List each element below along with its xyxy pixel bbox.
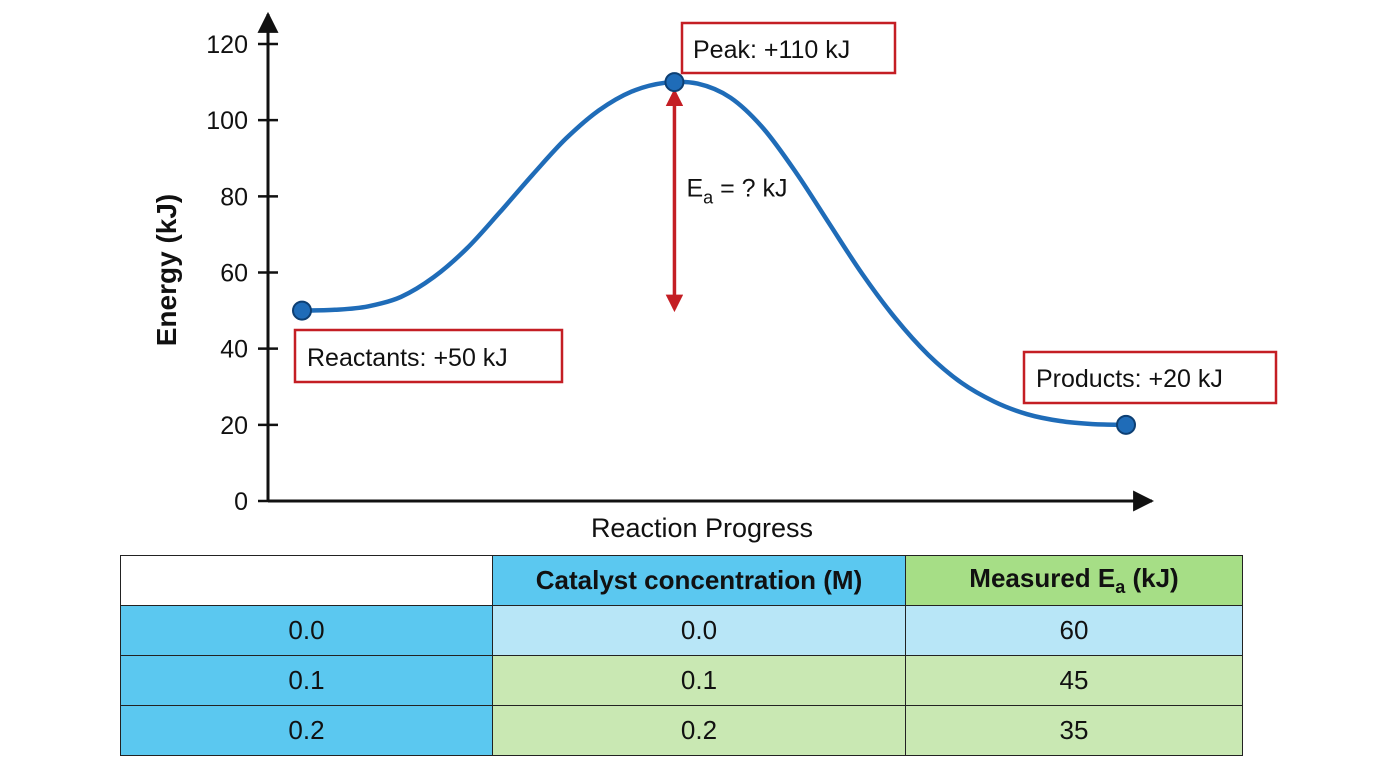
data-point	[664, 72, 685, 93]
y-tick-label: 120	[206, 31, 248, 59]
ea-cell: 35	[905, 705, 1243, 756]
annotations: Reactants: +50 kJ Peak: +110 kJ Products: …	[293, 21, 1278, 405]
table-row: 0.2 0.2 35	[120, 705, 1243, 756]
y-axis-label: Energy (kJ)	[151, 194, 182, 347]
energy-diagram-chart: 0 20 40 60 80 100 120 Energy (kJ) Reaction Pro…	[151, 11, 1278, 543]
y-tick-label: 20	[220, 412, 248, 440]
activation-energy-arrow: Ea = ? kJ	[665, 88, 787, 313]
annotation-label: Peak: +110 kJ	[693, 36, 850, 64]
header-cell-measured-ea: Measured Ea (kJ)	[905, 555, 1243, 606]
x-axis-label: Reaction Progress	[591, 513, 813, 543]
concentration-cell: 0.0	[492, 605, 906, 656]
annotation-label: Products: +20 kJ	[1036, 365, 1223, 393]
row-label-cell: 0.0	[120, 605, 493, 656]
row-label-cell: 0.1	[120, 655, 493, 706]
header-cell-blank	[120, 555, 493, 606]
y-tick-label: 60	[220, 260, 248, 288]
annotation-box: Reactants: +50 kJ	[293, 328, 564, 384]
annotation-border	[1022, 350, 1278, 405]
ea-cell: 60	[905, 605, 1243, 656]
table-row: 0.1 0.1 45	[120, 655, 1243, 706]
table-header-row: Catalyst concentration (M) Measured Ea (…	[120, 555, 1243, 606]
annotation-label: Reactants: +50 kJ	[307, 344, 508, 372]
y-ticks: 0 20 40 60 80 100 120	[206, 31, 278, 516]
data-point	[1116, 414, 1136, 435]
row-label-cell: 0.2	[120, 705, 493, 756]
data-point	[292, 300, 312, 321]
y-tick-label: 80	[220, 183, 248, 211]
y-tick-label: 100	[206, 107, 248, 135]
annotation-border	[293, 328, 564, 384]
ea-cell: 45	[905, 655, 1243, 706]
header-cell-catalyst-concentration: Catalyst concentration (M)	[492, 555, 906, 606]
annotation-box: Products: +20 kJ	[1022, 350, 1278, 405]
key-points	[292, 72, 1136, 435]
annotation-box: Peak: +110 kJ	[680, 21, 897, 75]
y-tick-label: 0	[234, 488, 248, 516]
concentration-cell: 0.2	[492, 705, 906, 756]
activation-energy-label: Ea = ? kJ	[686, 175, 787, 208]
energy-curve	[301, 79, 1127, 428]
concentration-cell: 0.1	[492, 655, 906, 706]
y-tick-label: 40	[220, 336, 248, 364]
annotation-border	[680, 21, 897, 75]
table-row: 0.0 0.0 60	[120, 605, 1243, 656]
catalyst-data-table: Catalyst concentration (M) Measured Ea (…	[120, 555, 1243, 756]
